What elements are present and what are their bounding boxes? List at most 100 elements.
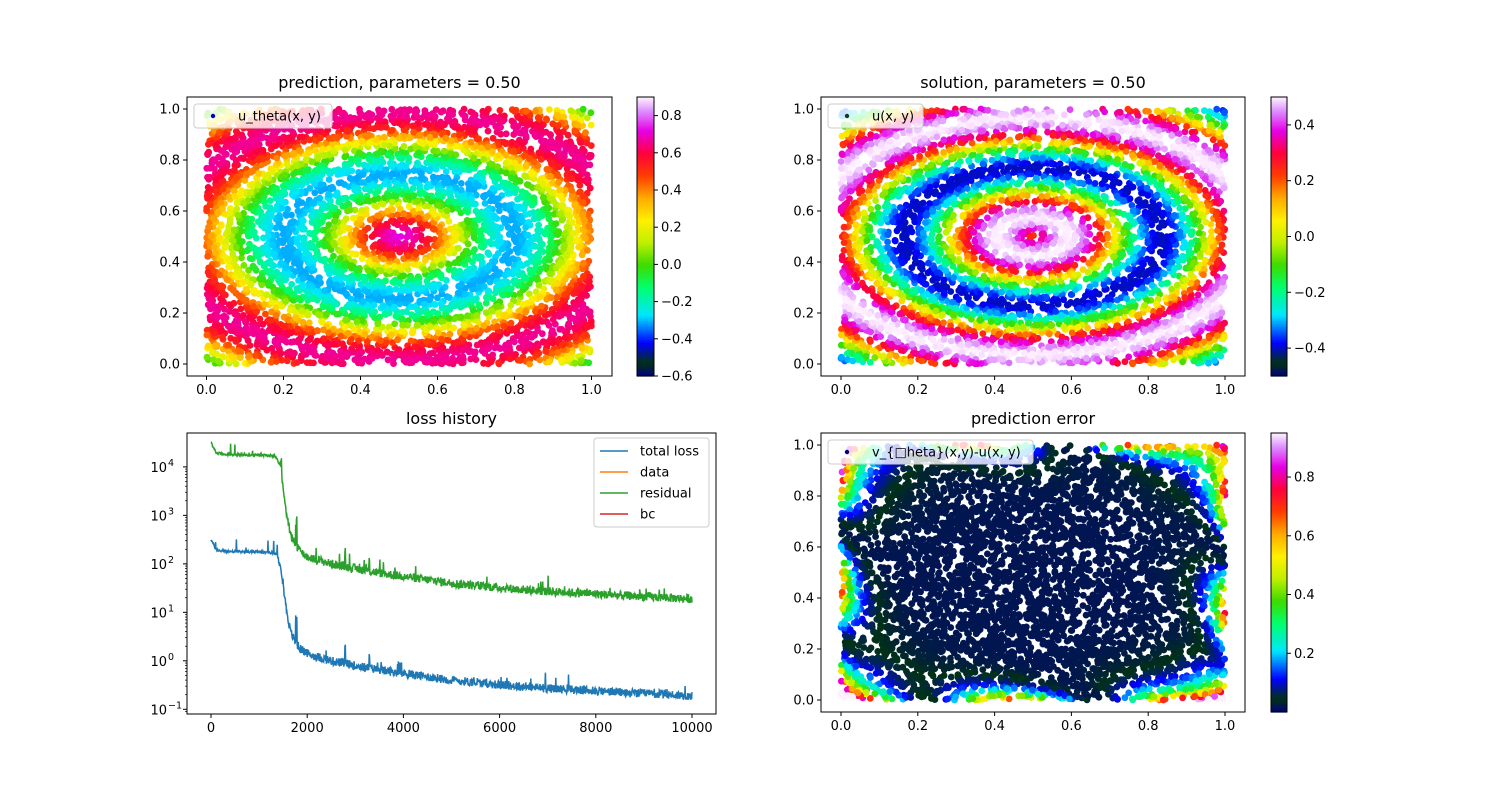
scatter-point [424,195,432,203]
scatter-point [396,295,403,303]
scatter-point [434,310,442,317]
scatter-point [579,122,586,129]
scatter-point [405,154,413,162]
scatter-point [421,353,429,361]
scatter-point [482,344,490,352]
scatter-point [306,289,314,297]
scatter-point [410,128,417,136]
scatter-point [242,333,250,340]
scatter-point [356,109,364,116]
scatter-point [537,212,544,220]
scatter-point [409,284,417,292]
scatter-point [400,111,408,119]
scatter-point [568,218,576,226]
scatter-point [586,278,593,285]
scatter-point [487,358,495,366]
scatter-point [413,322,421,329]
scatter-point [421,107,429,115]
scatter-point [273,154,281,162]
scatter-point [446,294,453,301]
scatter-point [286,306,294,314]
scatter-point [446,225,454,233]
scatter-point [242,325,250,332]
scatter-point [272,312,280,319]
scatter-point [221,305,228,313]
scatter-point [429,349,437,357]
scatter-point [494,163,501,171]
scatter-point [542,228,550,236]
scatter-point [325,135,333,142]
scatter-point [366,124,373,132]
scatter-point [204,252,212,260]
scatter-point [278,198,286,206]
scatter-point [450,162,458,170]
scatter-point [377,164,385,172]
scatter-point [232,147,240,154]
scatter-point [358,207,366,214]
scatter-point [253,340,261,348]
scatter-point [558,341,566,349]
scatter-point [472,356,480,363]
scatter-point [394,239,402,247]
scatter-point [510,277,518,285]
scatter-point [302,156,310,164]
scatter-point [281,171,289,179]
scatter-point [548,350,556,357]
scatter-point [534,340,541,348]
scatter-point [546,142,554,150]
scatter-point [382,166,390,174]
scatter-point [245,353,252,361]
scatter-point [340,261,348,269]
scatter-point [375,266,382,274]
scatter-point [342,316,349,324]
scatter-point [374,320,382,328]
scatter-point [505,270,513,277]
scatter-point [305,319,313,327]
scatter-point [571,113,579,121]
scatter-point [347,321,354,329]
scatter-point [418,284,426,292]
scatter-point [217,199,225,207]
scatter-point [486,229,494,237]
scatter-point [554,172,562,180]
scatter-point [300,234,308,242]
scatter-point [395,279,403,287]
scatter-point [329,239,337,246]
scatter-point [390,170,398,178]
prediction-plot [203,105,595,368]
scatter-point [203,326,211,334]
scatter-point [541,137,549,145]
scatter-point [479,178,487,186]
scatter-point [309,199,316,207]
scatter-point [507,319,515,327]
scatter-point [273,185,280,192]
scatter-point [204,193,212,201]
scatter-point [212,170,219,178]
scatter-point [352,308,359,316]
scatter-point [364,224,372,232]
scatter-point [555,178,563,186]
scatter-point [355,149,363,157]
scatter-point [454,338,461,346]
scatter-point [530,194,538,202]
scatter-point [212,142,220,150]
scatter-point [220,298,228,306]
scatter-point [250,287,257,294]
scatter-point [318,357,325,365]
scatter-point [320,326,327,334]
scatter-point [508,326,516,334]
scatter-point [564,131,572,139]
scatter-point [460,356,467,363]
scatter-point [327,169,335,177]
scatter-point [480,322,488,329]
scatter-point [475,135,482,143]
scatter-point [524,239,532,247]
scatter-point [256,258,264,266]
scatter-point [480,221,488,228]
scatter-point [556,133,564,141]
scatter-point [365,307,373,315]
scatter-point [321,287,328,294]
scatter-point [325,211,333,219]
scatter-point [359,171,367,178]
scatter-point [365,258,373,265]
